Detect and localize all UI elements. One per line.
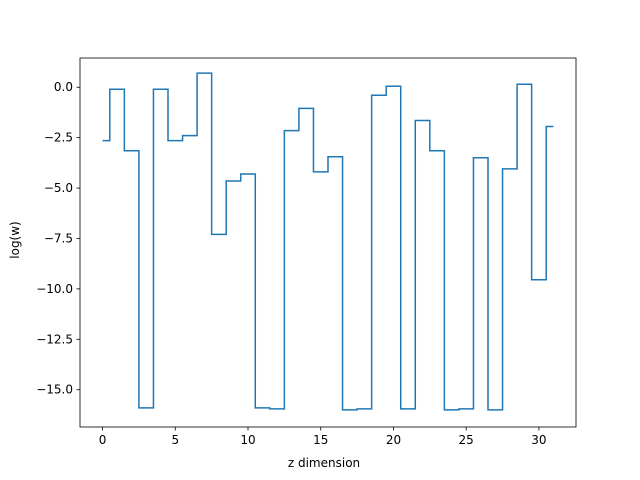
y-axis: 0.0 −2.5 −5.0 −7.5 −10.0 −12.5 −15.0 [36,80,80,397]
x-tick-label: 15 [313,433,328,447]
x-tick-label: 0 [99,433,107,447]
x-axis: 0 5 10 15 20 25 30 [99,427,547,447]
x-tick-label: 25 [459,433,474,447]
y-axis-title: log(w) [8,221,22,258]
series-line [102,72,554,411]
series-group [102,72,554,411]
x-tick-label: 10 [240,433,255,447]
axes-frame [79,57,577,428]
x-tick-label: 30 [531,433,546,447]
y-tick-label: −5.0 [44,181,73,195]
x-tick-label: 20 [386,433,401,447]
y-tick-label: −15.0 [36,383,73,397]
y-tick-label: 0.0 [54,80,73,94]
y-tick-label: −12.5 [36,332,73,346]
y-tick-label: −7.5 [44,231,73,245]
x-axis-title: z dimension [288,456,360,470]
x-tick-label: 5 [171,433,179,447]
y-tick-label: −2.5 [44,131,73,145]
y-tick-label: −10.0 [36,282,73,296]
axes-frame-rect [79,57,577,428]
